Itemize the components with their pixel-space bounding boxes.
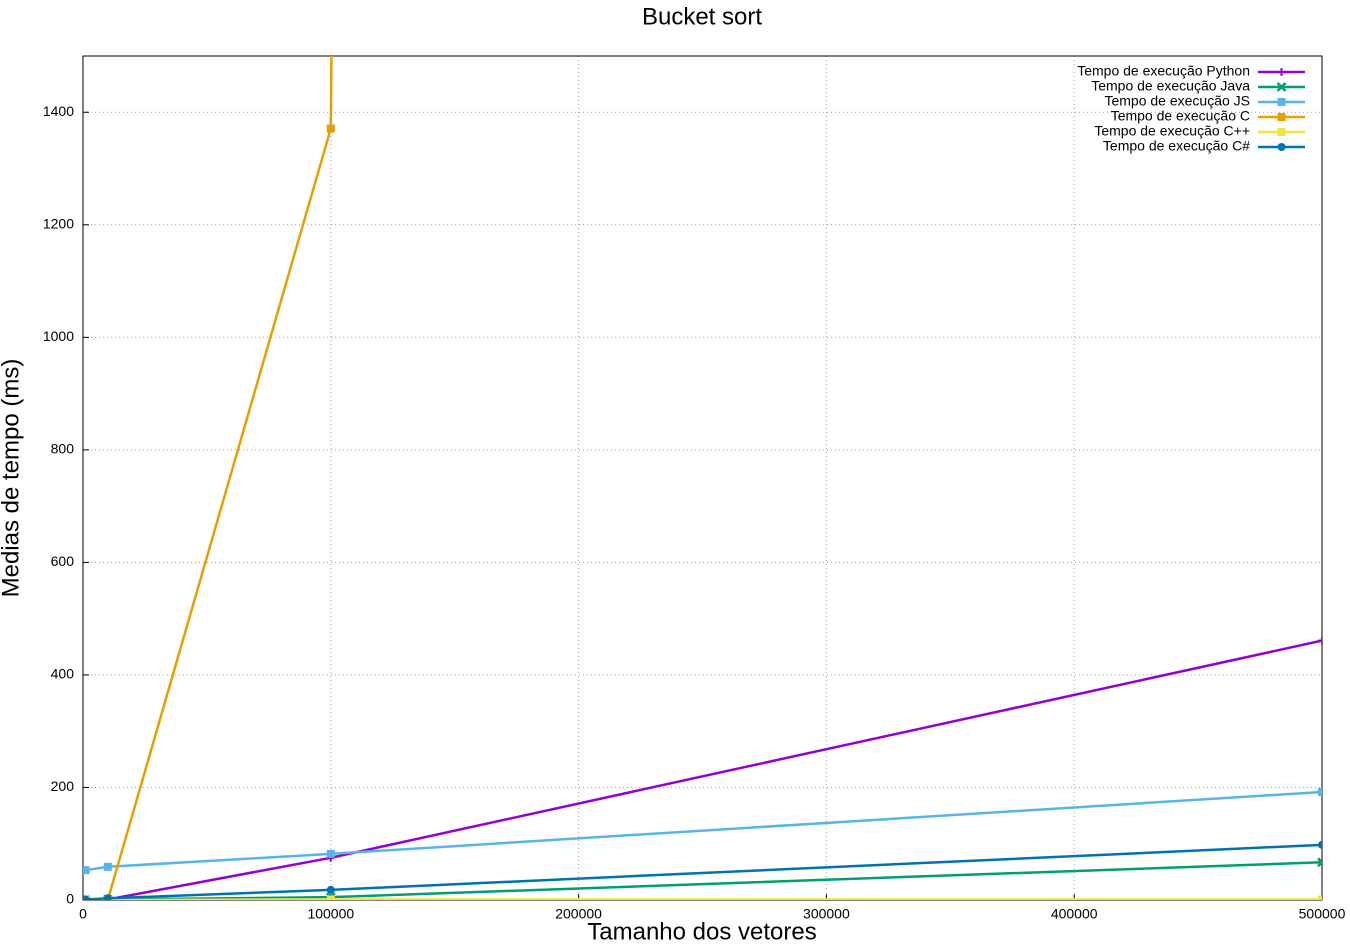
marker-shape [1276,82,1287,92]
marker-shape [1318,895,1322,900]
y-tick-label: 1400 [43,103,74,119]
y-tick-label: 0 [66,891,74,907]
marker-shape [1318,840,1322,849]
marker [326,885,335,894]
marker [1318,787,1322,796]
marker-shape [326,849,335,858]
plot-frame [82,55,1323,901]
legend-label: Tempo de execução C# [1103,138,1250,154]
x-tick-label: 100000 [307,906,354,922]
marker [83,866,90,875]
series-line [85,898,1322,900]
series-line [85,56,333,900]
marker-shape [1277,143,1286,151]
y-tick-label: 200 [51,778,75,794]
x-tick-label: 500000 [1299,906,1346,922]
marker-shape [326,124,335,133]
marker-shape [83,895,90,900]
y-tick-label: 1000 [43,328,74,344]
y-axis-label: Medias de tempo (ms) [0,359,24,598]
marker [103,862,112,871]
marker [326,895,335,900]
x-tick-label: 400000 [1051,906,1098,922]
marker-shape [103,862,112,871]
marker-shape [1277,68,1286,76]
x-tick-label: 200000 [555,906,602,922]
marker-shape [326,895,335,900]
y-tick-label: 800 [51,441,75,457]
marker-shape [1318,636,1322,645]
marker [83,895,90,900]
marker [1277,98,1286,106]
marker-shape [1317,857,1322,868]
marker-shape [1277,98,1286,106]
marker-shape [1277,128,1286,136]
series-line [85,639,1322,900]
legend-label: Tempo de execução Python [1077,63,1250,79]
marker-shape [1318,787,1322,796]
marker [1277,68,1286,76]
marker-shape [1277,113,1286,121]
marker [1277,128,1286,136]
marker [1318,840,1322,849]
series-line [85,843,1322,900]
legend-label: Tempo de execução Java [1091,78,1250,94]
marker [1277,113,1286,121]
legend-label: Tempo de execução C++ [1094,123,1250,139]
marker [1276,82,1287,92]
marker-shape [103,894,112,900]
marker-shape [326,885,335,894]
marker [1318,636,1322,645]
y-tick-label: 1200 [43,216,74,232]
chart-title: Bucket sort [642,3,762,30]
marker [326,124,335,133]
marker [1318,895,1322,900]
marker-shape [83,866,90,875]
y-tick-label: 400 [51,666,75,682]
x-tick-label: 0 [79,906,87,922]
series-line [85,790,1322,872]
x-axis-label: Tamanho dos vetores [587,918,816,945]
marker [326,849,335,858]
legend-label: Tempo de execução JS [1104,93,1250,109]
x-tick-label: 300000 [803,906,850,922]
legend-label: Tempo de execução C [1111,108,1250,124]
marker [1317,857,1322,868]
y-tick-label: 600 [51,553,75,569]
marker [103,894,112,900]
plot-area [83,56,1322,900]
marker [1277,143,1286,151]
